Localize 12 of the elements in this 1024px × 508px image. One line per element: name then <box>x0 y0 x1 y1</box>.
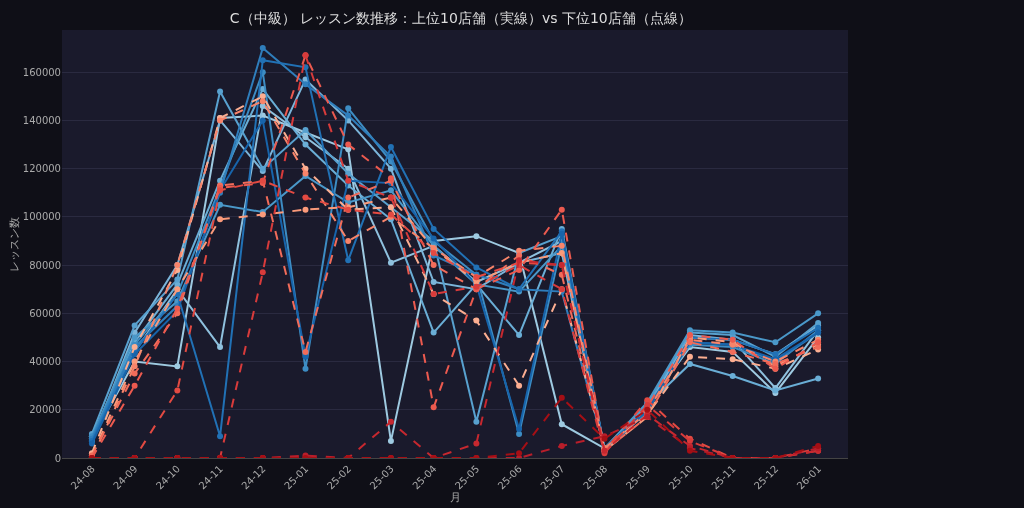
y-tick-label: 120000 <box>22 163 61 175</box>
y-tick-label: 80000 <box>29 259 61 271</box>
y-tick-label: 40000 <box>29 356 61 368</box>
y-tick-label: 20000 <box>29 404 61 416</box>
y-tick-label: 100000 <box>22 211 61 223</box>
y-axis-title: レッスン数 <box>7 216 21 272</box>
chart-title: C（中級） レッスン数推移：上位10店舗（実線）vs 下位10店舗（点線） <box>229 9 692 26</box>
y-tick-label: 0 <box>54 452 61 464</box>
y-tick-label: 160000 <box>22 66 61 78</box>
y-tick-label: 60000 <box>29 307 61 319</box>
y-tick-label: 140000 <box>22 114 61 126</box>
x-axis-title: 月 <box>449 491 461 505</box>
